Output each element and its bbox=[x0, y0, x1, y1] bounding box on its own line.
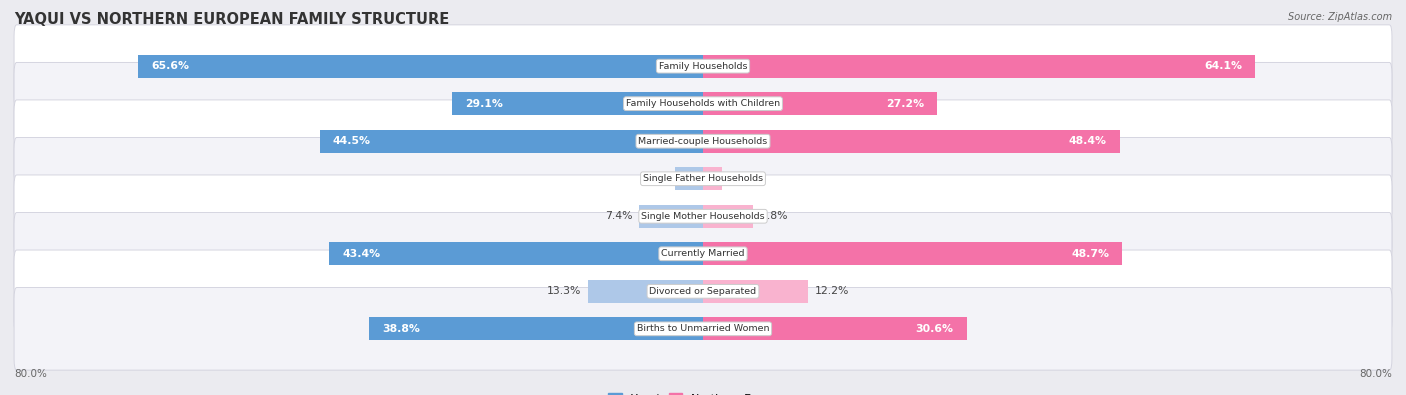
Text: 64.1%: 64.1% bbox=[1204, 61, 1241, 71]
Text: 80.0%: 80.0% bbox=[1360, 369, 1392, 379]
Text: 3.2%: 3.2% bbox=[641, 174, 669, 184]
Text: Source: ZipAtlas.com: Source: ZipAtlas.com bbox=[1288, 12, 1392, 22]
Bar bbox=[703, 55, 1256, 78]
Bar bbox=[703, 317, 966, 340]
Text: 48.4%: 48.4% bbox=[1069, 136, 1107, 146]
FancyBboxPatch shape bbox=[14, 25, 1392, 107]
Bar bbox=[703, 130, 1119, 153]
Bar bbox=[368, 317, 703, 340]
Bar bbox=[453, 92, 703, 115]
Bar bbox=[703, 205, 754, 228]
Bar bbox=[329, 242, 703, 265]
FancyBboxPatch shape bbox=[14, 250, 1392, 333]
Text: Divorced or Separated: Divorced or Separated bbox=[650, 287, 756, 296]
Text: Currently Married: Currently Married bbox=[661, 249, 745, 258]
Text: Family Households with Children: Family Households with Children bbox=[626, 99, 780, 108]
Text: 48.7%: 48.7% bbox=[1071, 249, 1109, 259]
FancyBboxPatch shape bbox=[14, 175, 1392, 258]
Bar bbox=[703, 92, 938, 115]
Text: 7.4%: 7.4% bbox=[605, 211, 633, 221]
FancyBboxPatch shape bbox=[14, 137, 1392, 220]
FancyBboxPatch shape bbox=[14, 62, 1392, 145]
Bar bbox=[703, 167, 721, 190]
Text: Married-couple Households: Married-couple Households bbox=[638, 137, 768, 146]
Bar bbox=[703, 242, 1122, 265]
Text: YAQUI VS NORTHERN EUROPEAN FAMILY STRUCTURE: YAQUI VS NORTHERN EUROPEAN FAMILY STRUCT… bbox=[14, 12, 450, 27]
Bar bbox=[703, 280, 808, 303]
FancyBboxPatch shape bbox=[14, 100, 1392, 182]
Bar bbox=[319, 130, 703, 153]
Text: 44.5%: 44.5% bbox=[333, 136, 371, 146]
Bar bbox=[589, 280, 703, 303]
Text: 12.2%: 12.2% bbox=[815, 286, 849, 296]
Text: 43.4%: 43.4% bbox=[342, 249, 380, 259]
Text: 29.1%: 29.1% bbox=[465, 99, 503, 109]
Legend: Yaqui, Northern European: Yaqui, Northern European bbox=[605, 389, 801, 395]
Text: 13.3%: 13.3% bbox=[547, 286, 582, 296]
Text: Family Households: Family Households bbox=[659, 62, 747, 71]
FancyBboxPatch shape bbox=[14, 213, 1392, 295]
Text: 30.6%: 30.6% bbox=[915, 324, 953, 334]
Text: Single Mother Households: Single Mother Households bbox=[641, 212, 765, 221]
Text: 5.8%: 5.8% bbox=[759, 211, 787, 221]
Bar bbox=[138, 55, 703, 78]
Text: 65.6%: 65.6% bbox=[150, 61, 188, 71]
Text: 38.8%: 38.8% bbox=[382, 324, 419, 334]
Text: 80.0%: 80.0% bbox=[14, 369, 46, 379]
Bar bbox=[640, 205, 703, 228]
Text: Births to Unmarried Women: Births to Unmarried Women bbox=[637, 324, 769, 333]
FancyBboxPatch shape bbox=[14, 288, 1392, 370]
Text: 2.2%: 2.2% bbox=[728, 174, 756, 184]
Bar bbox=[675, 167, 703, 190]
Text: 27.2%: 27.2% bbox=[886, 99, 924, 109]
Text: Single Father Households: Single Father Households bbox=[643, 174, 763, 183]
